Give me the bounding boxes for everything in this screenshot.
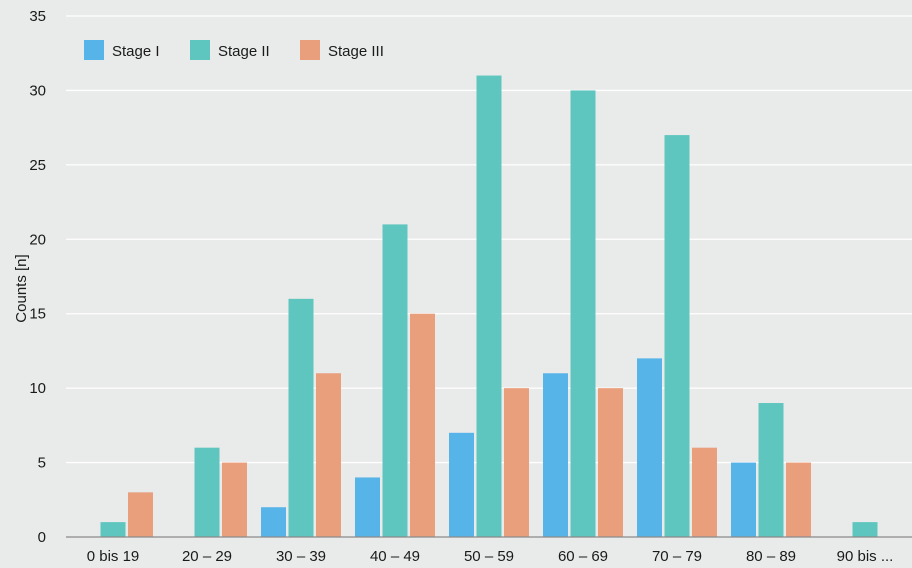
bar <box>194 447 220 537</box>
legend-swatch <box>300 40 320 60</box>
bar <box>128 492 153 537</box>
bar <box>288 298 314 537</box>
bar <box>476 75 502 538</box>
legend: Stage I Stage II Stage III <box>84 40 384 60</box>
bar <box>637 358 662 537</box>
x-tick-label: 0 bis 19 <box>87 548 140 565</box>
bar <box>316 373 341 537</box>
y-axis-title: Counts [n] <box>13 254 30 322</box>
x-tick-label: 90 bis ... <box>837 548 894 565</box>
x-tick-label: 40 – 49 <box>370 548 420 565</box>
y-tick-label: 5 <box>38 455 46 472</box>
y-tick-label: 30 <box>29 82 46 99</box>
bar <box>664 135 690 538</box>
bar <box>731 462 756 537</box>
legend-label: Stage I <box>112 43 160 60</box>
y-tick-label: 10 <box>29 380 46 397</box>
bar <box>598 388 623 537</box>
bar <box>504 388 529 537</box>
bar <box>410 313 435 537</box>
bar <box>355 477 380 537</box>
x-tick-label: 50 – 59 <box>464 548 514 565</box>
y-tick-label: 15 <box>29 306 46 323</box>
bar <box>852 522 878 537</box>
axes: 0 5 10 15 20 25 30 35 0 bis 19 20 – 29 30 – 39 40 –… <box>29 8 912 565</box>
bars <box>100 75 878 538</box>
y-tick-label: 25 <box>29 157 46 174</box>
legend-swatch <box>84 40 104 60</box>
legend-swatch <box>190 40 210 60</box>
y-tick-label: 35 <box>29 8 46 25</box>
bar <box>449 432 474 537</box>
bar <box>786 462 811 537</box>
x-tick-label: 30 – 39 <box>276 548 326 565</box>
bar <box>222 462 247 537</box>
bar <box>100 522 126 537</box>
x-tick-label: 60 – 69 <box>558 548 608 565</box>
legend-label: Stage II <box>218 43 270 60</box>
x-tick-label: 80 – 89 <box>746 548 796 565</box>
bar <box>570 90 596 537</box>
bar <box>758 403 784 537</box>
y-tick-label: 0 <box>38 529 46 546</box>
x-tick-label: 20 – 29 <box>182 548 232 565</box>
bar <box>692 447 717 537</box>
bar <box>261 507 286 537</box>
legend-label: Stage III <box>328 43 384 60</box>
x-tick-label: 70 – 79 <box>652 548 702 565</box>
y-tick-label: 20 <box>29 231 46 248</box>
bar <box>543 373 568 537</box>
bar <box>382 224 408 537</box>
